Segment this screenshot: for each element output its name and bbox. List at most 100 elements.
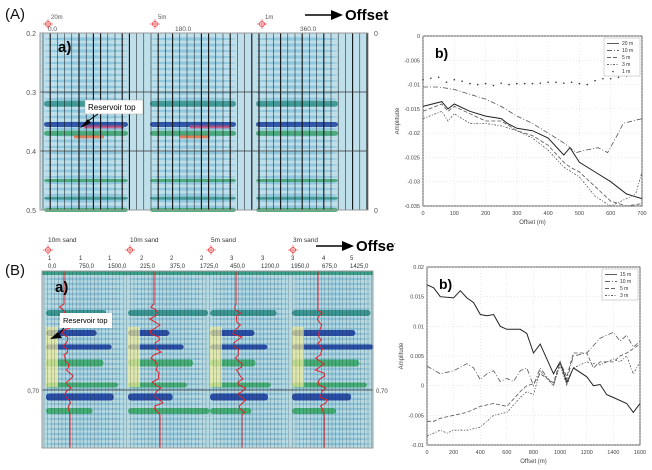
data-point-1m xyxy=(476,83,479,86)
seismic-frame xyxy=(39,32,369,211)
legend-label: 10 m xyxy=(620,279,631,285)
data-point-1m xyxy=(531,82,534,85)
wavelet xyxy=(256,109,338,113)
wavelet xyxy=(44,377,126,381)
wavelet xyxy=(126,317,208,321)
amplitude-anomaly xyxy=(190,125,230,129)
wavelet xyxy=(150,205,236,209)
wavelet xyxy=(256,115,338,119)
data-point-1m xyxy=(461,80,463,82)
time-tick-label: 0,70 xyxy=(376,389,388,395)
wavelet xyxy=(290,422,372,426)
wavelet xyxy=(150,85,236,89)
wavelet xyxy=(150,139,236,143)
wavelet xyxy=(290,437,372,441)
data-point-1m xyxy=(430,77,432,80)
wavelet xyxy=(256,127,338,131)
wavelet xyxy=(208,417,290,421)
gather-number: 5 xyxy=(350,256,354,262)
yellow-highlight xyxy=(210,327,222,387)
sand-target-icon xyxy=(257,19,267,29)
wavelet xyxy=(150,49,236,53)
wavelet xyxy=(126,302,208,306)
data-point-1m xyxy=(508,83,510,86)
series-line-5m xyxy=(427,343,641,422)
y-tick-label: -0.01 xyxy=(411,443,424,449)
seismic-frame xyxy=(41,270,374,449)
x-tick-label: 600 xyxy=(606,211,615,217)
wavelet xyxy=(150,67,236,71)
wavelet xyxy=(208,442,290,446)
x-tick-label: 300 xyxy=(512,211,521,217)
x-axis-label: Offset (m) xyxy=(520,459,547,465)
offset-tick-label: 360.0 xyxy=(300,26,317,33)
offset-label: Offset xyxy=(345,7,388,24)
wavelet xyxy=(150,79,236,83)
wavelet xyxy=(126,297,208,301)
wavelet xyxy=(256,79,338,83)
wavelet xyxy=(208,422,290,426)
wavelet xyxy=(256,139,338,143)
y-tick-label: -0.005 xyxy=(404,58,420,64)
reflection-band xyxy=(256,196,338,200)
legend-label: 5 m xyxy=(620,286,628,292)
data-point-1m xyxy=(539,82,542,84)
data-point-1m xyxy=(437,76,440,79)
wavelet xyxy=(150,55,236,59)
wavelet xyxy=(208,327,290,331)
gather-number: 3 xyxy=(291,256,295,262)
reflection-band xyxy=(210,310,277,316)
wavelet xyxy=(256,43,338,47)
wavelet xyxy=(208,287,290,291)
y-tick-label: -0.035 xyxy=(404,204,420,210)
x-tick-label: 200 xyxy=(481,211,490,217)
wavelet xyxy=(126,287,208,291)
reflection-band xyxy=(150,179,236,182)
reflection-band xyxy=(46,344,112,350)
wavelet xyxy=(256,49,338,53)
wavelet xyxy=(208,282,290,286)
x-axis-label: Offset (m) xyxy=(519,220,546,226)
wavelet xyxy=(150,151,236,155)
reservoir-top-label: Reservoir top xyxy=(88,103,136,112)
wavelet xyxy=(208,292,290,296)
wavelet xyxy=(208,317,290,321)
wavelet xyxy=(44,442,126,446)
reflection-band xyxy=(292,310,371,316)
reflection-band xyxy=(128,310,209,316)
wavelet xyxy=(208,322,290,326)
offset-label: Offset xyxy=(356,238,395,255)
legend-label: 3 m xyxy=(622,62,630,68)
gather-number: 2 xyxy=(170,256,174,262)
wavelet xyxy=(208,427,290,431)
chart-title: b) xyxy=(439,276,452,292)
wavelet xyxy=(208,277,290,281)
x-tick-label: 700 xyxy=(637,211,646,217)
wavelet xyxy=(150,199,236,203)
sand-target-icon xyxy=(43,245,53,255)
wavelet xyxy=(208,302,290,306)
x-tick-label: 400 xyxy=(476,450,485,456)
gather-number: 3 xyxy=(230,256,234,262)
wavelet xyxy=(126,277,208,281)
gather-number: 3 xyxy=(261,256,265,262)
y-tick-label: 0 xyxy=(417,34,420,40)
wavelet xyxy=(256,187,338,191)
wavelet xyxy=(256,67,338,71)
arrow-head-icon xyxy=(331,10,343,20)
x-tick-label: 600 xyxy=(502,450,511,456)
wavelet xyxy=(290,292,372,296)
data-point-1m xyxy=(422,78,424,81)
wavelet xyxy=(126,282,208,286)
wavelet xyxy=(44,302,126,306)
seismic-section-b: 0,70 0,70 10m sand 10m sand 5m sand 3m sand 1 0… xyxy=(27,237,395,449)
wavelet xyxy=(126,307,208,311)
wavelet xyxy=(290,402,372,406)
pointer-line xyxy=(57,327,65,336)
x-tick-label: 1600 xyxy=(634,450,646,456)
series-line-20m xyxy=(422,101,643,200)
wavelet xyxy=(150,157,236,161)
wavelet xyxy=(256,85,338,89)
legend-swatch xyxy=(612,70,614,73)
offset-tick-label: 1725,0 xyxy=(200,264,219,270)
